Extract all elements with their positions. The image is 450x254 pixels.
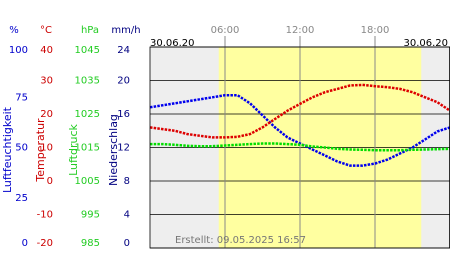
y-tick-label: 995 [81, 210, 100, 221]
axis-label: Luftfeuchtigkeit [1, 106, 14, 193]
y-tick-label: 8 [124, 176, 130, 187]
y-tick-label: 1005 [75, 176, 100, 187]
y-tick-label: 75 [15, 92, 28, 103]
series-line [149, 83, 450, 139]
y-tick-label: 16 [117, 109, 130, 120]
y-tick-label: -10 [37, 210, 53, 221]
y-tick-label: 1015 [75, 143, 100, 154]
y-tick-label: 12 [117, 143, 130, 154]
y-tick-label: 40 [40, 45, 53, 56]
axis-unit: °C [40, 25, 52, 36]
y-tick-label: 100 [9, 45, 28, 56]
y-tick-label: 30 [40, 76, 53, 87]
axis-label: Niederschlag [107, 114, 120, 186]
x-tick-label: 18:00 [361, 25, 390, 36]
y-tick-label: 985 [81, 238, 100, 249]
y-tick-label: 1025 [75, 109, 100, 120]
x-tick-label: 06:00 [211, 25, 240, 36]
y-tick-label: 50 [15, 143, 28, 154]
axis-unit: hPa [81, 25, 99, 36]
y-tick-label: 0 [124, 238, 130, 249]
axis-unit: % [9, 25, 19, 36]
series-line [150, 142, 450, 152]
start-date: 30.06.20 [150, 38, 195, 49]
x-tick-label: 12:00 [286, 25, 315, 36]
y-tick-label: 24 [117, 45, 130, 56]
y-tick-label: 1035 [75, 76, 100, 87]
y-tick-label: 4 [124, 210, 130, 221]
created-note: Erstellt: 09.05.2025 16:57 [175, 235, 306, 246]
axis-label: Temperatur [34, 118, 47, 183]
end-date: 30.06.20 [403, 38, 448, 49]
y-tick-label: 1045 [75, 45, 100, 56]
axis-unit: mm/h [111, 25, 140, 36]
y-tick-label: 0 [47, 176, 53, 187]
y-tick-label: 0 [22, 238, 28, 249]
y-tick-label: 20 [117, 76, 130, 87]
y-tick-label: 10 [40, 143, 53, 154]
series-line [149, 93, 450, 167]
y-tick-label: 20 [40, 109, 53, 120]
y-tick-label: -20 [37, 238, 53, 249]
axis-label: Luftdruck [67, 123, 80, 175]
y-tick-label: 25 [15, 193, 28, 204]
